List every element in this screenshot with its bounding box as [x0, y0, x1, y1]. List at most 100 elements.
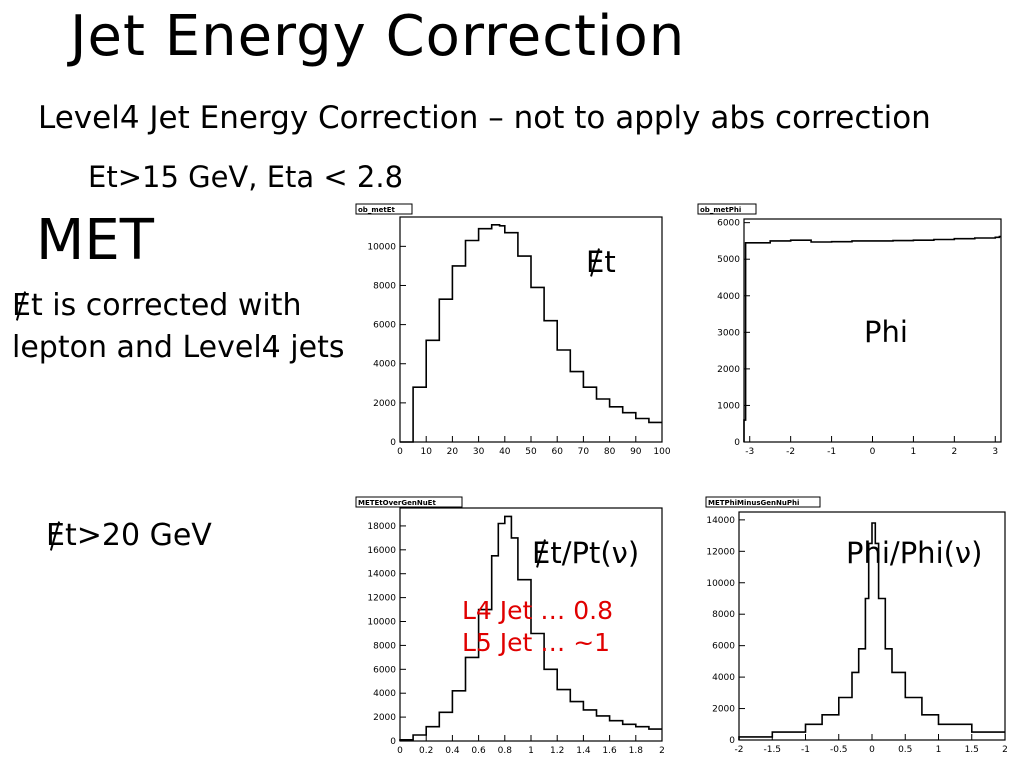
- slashed-e-symbol: E: [586, 245, 605, 279]
- x-tick-label: 0: [397, 447, 403, 457]
- x-tick-label: 0.4: [445, 746, 460, 756]
- x-tick-label: -3: [745, 447, 754, 457]
- y-tick-label: 3000: [717, 328, 740, 338]
- y-tick-label: 8000: [712, 610, 735, 620]
- plot-title: METPhiMinusGenNuPhi: [708, 499, 799, 507]
- x-tick-label: 70: [578, 447, 590, 457]
- met-note-line2: lepton and Level4 jets: [12, 330, 345, 365]
- x-tick-label: 0.8: [498, 746, 513, 756]
- y-tick-label: 6000: [717, 219, 740, 229]
- x-tick-label: 0.5: [898, 745, 912, 755]
- plot-title: ob_metPhi: [700, 206, 741, 214]
- slashed-e-symbol: E: [532, 536, 551, 570]
- x-tick-label: 30: [473, 447, 485, 457]
- y-tick-label: 6000: [712, 642, 735, 652]
- x-tick-label: 10: [420, 447, 432, 457]
- x-tick-label: 1.4: [576, 746, 591, 756]
- x-tick-label: 2: [659, 746, 665, 756]
- annotation-ratio: Et/Pt(ν): [532, 536, 639, 570]
- histogram-line: [399, 515, 662, 741]
- histogram-line: [738, 522, 1005, 740]
- red-note-l5: L5 Jet … ~1: [462, 628, 611, 657]
- met-note-line1: Et is corrected with: [12, 288, 302, 323]
- y-tick-label: 16000: [367, 546, 396, 556]
- x-tick-label: 50: [525, 447, 537, 457]
- y-tick-label: 2000: [717, 365, 740, 375]
- x-tick-label: 3: [992, 447, 998, 457]
- x-tick-label: 1.2: [550, 746, 564, 756]
- y-tick-label: 2000: [373, 399, 396, 409]
- x-tick-label: -1: [801, 745, 810, 755]
- y-tick-label: 0: [729, 736, 735, 746]
- x-tick-label: 1: [936, 745, 942, 755]
- annotation-phi-ratio: Phi/Phi(ν): [846, 536, 983, 570]
- annotation-phi: Phi: [864, 315, 908, 349]
- y-tick-label: 4000: [712, 673, 735, 683]
- annotation-ratio-text: t/Pt(ν): [550, 536, 640, 570]
- plot-frame: [738, 511, 1006, 741]
- red-note-l4: L4 Jet … 0.8: [462, 596, 613, 625]
- y-tick-label: 4000: [373, 360, 396, 370]
- slide-subtitle: Level4 Jet Energy Correction – not to ap…: [38, 100, 931, 136]
- annotation-met-text: t: [604, 245, 616, 279]
- plot-title-box: [355, 203, 413, 215]
- plot-frame: [743, 218, 1002, 443]
- x-tick-label: 100: [653, 447, 670, 457]
- y-tick-label: 8000: [373, 641, 396, 651]
- y-tick-label: 10000: [367, 242, 396, 252]
- x-tick-label: 60: [551, 447, 563, 457]
- slashed-e-symbol: E: [46, 518, 65, 553]
- x-tick-label: -0.5: [830, 745, 848, 755]
- y-tick-label: 10000: [367, 618, 396, 628]
- plot-title-box: [355, 496, 463, 508]
- x-tick-label: 0: [397, 746, 403, 756]
- y-tick-label: 6000: [373, 321, 396, 331]
- x-tick-label: -1.5: [763, 745, 781, 755]
- y-tick-label: 0: [734, 438, 740, 448]
- y-tick-label: 8000: [373, 281, 396, 291]
- slide-title: Jet Energy Correction: [70, 4, 686, 69]
- x-tick-label: 1.6: [602, 746, 617, 756]
- histogram-line: [400, 224, 662, 443]
- y-tick-label: 12000: [706, 547, 735, 557]
- x-tick-label: 0: [869, 745, 875, 755]
- x-tick-label: -1: [827, 447, 836, 457]
- plot-title-box: [697, 203, 757, 215]
- y-tick-label: 6000: [373, 665, 396, 675]
- histogram-line: [743, 235, 1001, 442]
- x-tick-label: 2: [1002, 745, 1008, 755]
- y-tick-label: 1000: [717, 401, 740, 411]
- x-tick-label: 20: [447, 447, 459, 457]
- x-tick-label: -2: [735, 745, 744, 755]
- x-tick-label: -2: [786, 447, 795, 457]
- plot-title: ob_metEt: [358, 206, 395, 214]
- met-note-line1-text: t is corrected with: [30, 288, 302, 323]
- x-tick-label: 2: [951, 447, 957, 457]
- x-tick-label: 1: [528, 746, 534, 756]
- x-tick-label: 0.2: [419, 746, 433, 756]
- x-tick-label: 1.8: [629, 746, 644, 756]
- y-tick-label: 18000: [367, 522, 396, 532]
- y-tick-label: 0: [390, 438, 396, 448]
- x-tick-label: 0: [870, 447, 876, 457]
- y-tick-label: 10000: [706, 579, 735, 589]
- met-cut-text: t>20 GeV: [64, 518, 212, 553]
- plot-title-box: [705, 496, 821, 508]
- plot-title: METEtOverGenNuEt: [358, 499, 436, 507]
- x-tick-label: 80: [604, 447, 616, 457]
- y-tick-label: 12000: [367, 594, 396, 604]
- annotation-met: Et: [586, 245, 616, 279]
- selection-cuts: Et>15 GeV, Eta < 2.8: [88, 160, 404, 194]
- slashed-e-symbol: E: [12, 288, 31, 323]
- x-tick-label: 40: [499, 447, 511, 457]
- y-tick-label: 14000: [367, 570, 396, 580]
- y-tick-label: 5000: [717, 255, 740, 265]
- met-heading: MET: [36, 208, 154, 273]
- met-cut-label: Et>20 GeV: [46, 518, 212, 553]
- y-tick-label: 4000: [717, 292, 740, 302]
- x-tick-label: 1.5: [965, 745, 979, 755]
- plot-frame: [399, 216, 663, 443]
- x-tick-label: 1: [911, 447, 917, 457]
- y-tick-label: 2000: [712, 705, 735, 715]
